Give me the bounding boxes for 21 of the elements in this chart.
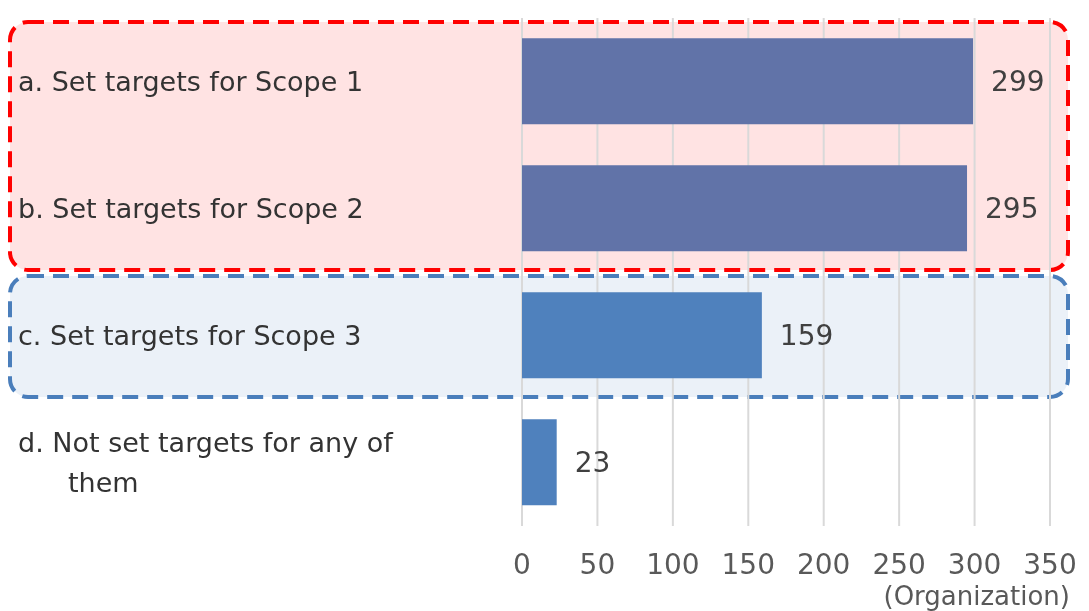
y-tick-label: d. Not set targets for any of them [18, 426, 395, 498]
bar [522, 419, 557, 506]
x-tick-label: 300 [947, 547, 1002, 581]
bar [522, 292, 762, 379]
data-label: 295 [985, 192, 1039, 226]
bar [522, 38, 974, 125]
x-tick-label: 100 [646, 547, 700, 581]
data-label: 159 [779, 319, 834, 353]
bar [522, 165, 968, 252]
x-tick-label: 350 [1023, 547, 1077, 581]
x-tick-label: 250 [872, 547, 926, 581]
data-label: 23 [574, 446, 611, 480]
y-tick-label: a. Set targets for Scope 1 [18, 65, 364, 97]
y-tick-label: b. Set targets for Scope 2 [18, 192, 364, 224]
x-axis-title: (Organization) [883, 581, 1070, 611]
x-tick-label: 0 [513, 547, 531, 581]
x-tick-label: 200 [796, 547, 851, 581]
x-tick-label: 50 [579, 547, 616, 581]
x-tick-label: 150 [721, 547, 776, 581]
data-label: 299 [991, 65, 1045, 99]
y-tick-label: c. Set targets for Scope 3 [18, 319, 362, 351]
